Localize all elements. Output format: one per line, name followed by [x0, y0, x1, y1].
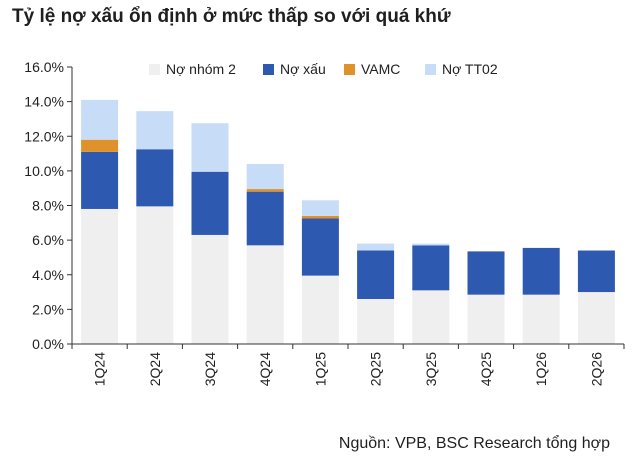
chart-title: Tỷ lệ nợ xấu ổn định ở mức thấp so với q…: [12, 6, 451, 27]
x-tick-label: 3Q24: [202, 352, 218, 386]
bar-segment: [301, 200, 339, 216]
bar-segment: [357, 243, 395, 251]
x-axis: 1Q24 2Q24 3Q24 4Q24 1Q25 2Q25 3Q25 4Q25 1Q26 2Q26: [71, 343, 625, 386]
y-tick-label: 0.0%: [32, 336, 64, 352]
bar-segment: [246, 191, 284, 246]
bar-segment: [577, 292, 615, 344]
bar-segment: [467, 294, 505, 344]
y-tick-label: 16.0%: [24, 59, 64, 75]
y-tick-label: 4.0%: [32, 267, 64, 283]
bar-segment: [246, 189, 284, 192]
legend-label: VAMC: [361, 61, 400, 77]
x-tick-label: 1Q25: [312, 352, 328, 386]
bar-segment: [412, 290, 450, 344]
bar-segment: [301, 275, 339, 344]
legend-label: Nợ xấu: [280, 61, 326, 77]
bar-segment: [81, 208, 119, 344]
x-tick-label: 2Q25: [368, 352, 384, 386]
x-tick-label: 2Q24: [147, 352, 163, 386]
x-tick-label: 1Q24: [92, 352, 108, 386]
bar-segment: [412, 243, 450, 246]
bar-segment: [522, 294, 560, 344]
bar-segment: [357, 298, 395, 344]
x-tick-label: 3Q25: [423, 352, 439, 386]
y-axis: 0.0% 2.0% 4.0% 6.0% 8.0% 10.0% 12.0% 14.0% 16.0%: [24, 59, 73, 352]
y-tick-label: 10.0%: [24, 163, 64, 179]
bar-segment: [136, 149, 174, 207]
bar-segment: [357, 250, 395, 299]
x-tick-label: 1Q26: [533, 352, 549, 386]
legend-swatch: [344, 64, 355, 75]
legend-swatch: [149, 64, 160, 75]
y-tick-label: 12.0%: [24, 128, 64, 144]
legend-swatch: [263, 64, 274, 75]
bar-segment: [191, 123, 229, 172]
legend-label: Nợ nhóm 2: [166, 61, 236, 77]
bar-segment: [522, 247, 560, 295]
y-tick-label: 14.0%: [24, 94, 64, 110]
bar-segment: [191, 234, 229, 344]
bar-segment: [136, 206, 174, 344]
bar-segment: [577, 250, 615, 293]
bar-segment: [301, 215, 339, 219]
legend: Nợ nhóm 2 Nợ xấu VAMC Nợ TT02: [149, 61, 498, 77]
legend-label: Nợ TT02: [442, 61, 498, 77]
bar-segment: [412, 245, 450, 291]
legend-swatch: [425, 64, 436, 75]
y-tick-label: 6.0%: [32, 232, 64, 248]
bar-segment: [81, 151, 119, 209]
x-tick-label: 2Q26: [588, 352, 604, 386]
bar-segment: [81, 139, 119, 152]
chart-source: Nguồn: VPB, BSC Research tổng hợp: [338, 435, 610, 452]
y-tick-label: 8.0%: [32, 198, 64, 214]
x-tick-label: 4Q25: [478, 352, 494, 386]
bar-segment: [246, 245, 284, 344]
bar-segment: [191, 171, 229, 235]
bars: [81, 99, 615, 344]
bar-segment: [301, 218, 339, 276]
x-tick-label: 4Q24: [257, 352, 273, 386]
bar-segment: [246, 163, 284, 190]
bar-segment: [136, 111, 174, 150]
bar-segment: [81, 99, 119, 140]
bar-segment: [467, 251, 505, 295]
y-tick-label: 2.0%: [32, 301, 64, 317]
